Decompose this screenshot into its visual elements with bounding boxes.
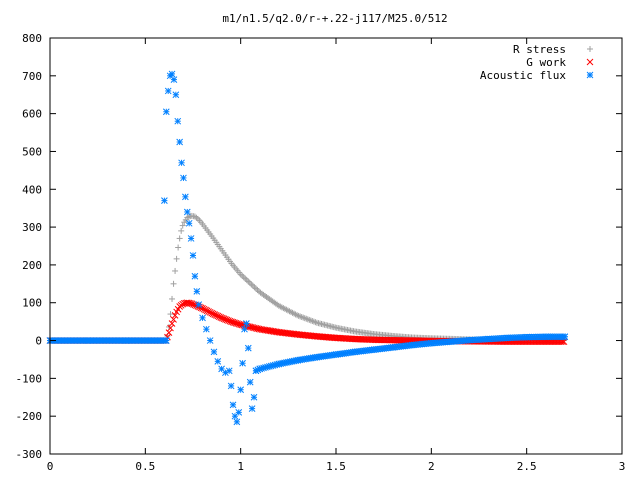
data-point bbox=[193, 288, 201, 295]
data-point bbox=[172, 91, 180, 99]
x-tick-label: 0 bbox=[47, 460, 54, 473]
legend-label: R stress bbox=[513, 43, 566, 56]
data-point bbox=[167, 311, 174, 318]
data-point bbox=[185, 213, 192, 220]
data-point bbox=[214, 357, 222, 365]
data-point bbox=[210, 348, 218, 356]
y-tick-label: 500 bbox=[22, 145, 42, 158]
data-point bbox=[168, 70, 176, 78]
data-point bbox=[170, 280, 177, 287]
y-tick-label: 300 bbox=[22, 221, 42, 234]
y-tick-label: 200 bbox=[22, 259, 42, 272]
x-tick-label: 3 bbox=[619, 460, 626, 473]
data-point bbox=[248, 405, 256, 412]
legend-label: Acoustic flux bbox=[480, 69, 566, 82]
data-point bbox=[178, 227, 185, 234]
data-point bbox=[191, 272, 199, 280]
data-point bbox=[199, 314, 206, 322]
data-point bbox=[171, 312, 179, 319]
data-point bbox=[239, 359, 246, 367]
data-point bbox=[239, 272, 246, 279]
y-tick-label: -100 bbox=[16, 372, 43, 385]
data-point bbox=[233, 418, 241, 426]
data-point bbox=[167, 324, 174, 332]
data-point bbox=[168, 320, 176, 327]
data-point bbox=[189, 252, 197, 259]
data-point bbox=[170, 316, 177, 323]
data-point bbox=[229, 401, 237, 409]
legend-label: G work bbox=[526, 56, 566, 69]
data-point bbox=[161, 197, 168, 204]
data-point bbox=[175, 244, 182, 251]
data-point bbox=[252, 285, 259, 292]
data-point bbox=[195, 301, 203, 308]
data-point bbox=[185, 219, 193, 227]
data-point bbox=[176, 235, 183, 242]
plot-frame bbox=[49, 37, 623, 455]
axes: 0 0.5 1 1.5 2 2.5 3 -300 -200 -100 0 100 200 300 400 50… bbox=[16, 32, 626, 473]
data-point bbox=[165, 329, 173, 336]
data-point bbox=[183, 208, 191, 216]
data-point bbox=[248, 281, 255, 288]
data-point bbox=[164, 87, 172, 95]
data-point bbox=[241, 325, 248, 333]
x-tick-label: 1 bbox=[237, 460, 244, 473]
y-tick-label: 600 bbox=[22, 108, 42, 121]
y-tick-label: 0 bbox=[35, 335, 42, 348]
data-point bbox=[249, 282, 256, 289]
data-point bbox=[243, 277, 250, 284]
y-tick-label: 700 bbox=[22, 70, 42, 83]
data-point bbox=[243, 320, 250, 327]
x-tick-label: 1.5 bbox=[326, 460, 346, 473]
data-point bbox=[246, 378, 254, 386]
y-tick-label: 800 bbox=[22, 32, 42, 45]
series-acoustic-flux bbox=[46, 70, 569, 426]
data-point bbox=[246, 279, 253, 286]
data-point bbox=[237, 386, 245, 394]
data-point bbox=[179, 222, 186, 229]
legend-marker bbox=[587, 46, 593, 52]
x-tick-label: 0.5 bbox=[135, 460, 155, 473]
data-point bbox=[176, 138, 184, 146]
y-tick-label: -200 bbox=[16, 410, 43, 423]
y-tick-label: -300 bbox=[16, 448, 43, 461]
data-point bbox=[244, 344, 252, 352]
y-tick-label: 400 bbox=[22, 183, 42, 196]
data-point bbox=[251, 284, 258, 291]
data-point bbox=[240, 274, 247, 281]
data-point bbox=[235, 409, 243, 416]
data-point bbox=[162, 108, 170, 116]
data-point bbox=[178, 159, 185, 167]
chart-title: m1/n1.5/q2.0/r-+.22-j117/M25.0/512 bbox=[222, 12, 447, 25]
data-point bbox=[162, 337, 170, 344]
data-point bbox=[206, 337, 214, 344]
data-point bbox=[180, 174, 187, 182]
data-point bbox=[245, 278, 252, 285]
data-point bbox=[227, 382, 235, 390]
plot-area bbox=[46, 70, 569, 426]
legend-marker bbox=[586, 58, 594, 66]
data-point bbox=[254, 287, 261, 294]
legend-marker bbox=[586, 71, 594, 79]
x-tick-label: 2 bbox=[428, 460, 435, 473]
x-tick-label: 2.5 bbox=[517, 460, 537, 473]
data-point bbox=[225, 367, 233, 375]
data-point bbox=[173, 255, 180, 262]
data-point bbox=[187, 235, 195, 242]
data-point bbox=[561, 333, 569, 341]
data-point bbox=[242, 275, 249, 282]
data-point bbox=[202, 325, 210, 333]
data-point bbox=[250, 393, 258, 401]
data-point bbox=[170, 76, 178, 83]
data-point bbox=[174, 117, 182, 125]
y-tick-label: 100 bbox=[22, 297, 42, 310]
data-point bbox=[172, 267, 179, 274]
series-r-stress bbox=[47, 212, 568, 344]
data-point bbox=[182, 193, 189, 201]
data-point bbox=[169, 295, 176, 302]
